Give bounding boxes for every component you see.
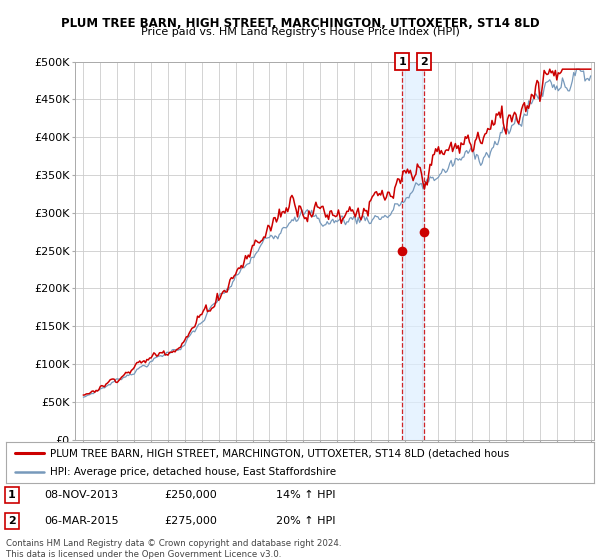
Text: Contains HM Land Registry data © Crown copyright and database right 2024.
This d: Contains HM Land Registry data © Crown c… xyxy=(6,539,341,559)
Text: Price paid vs. HM Land Registry's House Price Index (HPI): Price paid vs. HM Land Registry's House … xyxy=(140,27,460,37)
Bar xyxy=(402,62,424,440)
Text: 08-NOV-2013: 08-NOV-2013 xyxy=(44,490,118,500)
Text: £250,000: £250,000 xyxy=(165,490,218,500)
Text: 1: 1 xyxy=(8,490,16,500)
Text: HPI: Average price, detached house, East Staffordshire: HPI: Average price, detached house, East… xyxy=(50,467,336,477)
Text: 1: 1 xyxy=(398,57,406,67)
Text: 2: 2 xyxy=(421,57,428,67)
Text: 20% ↑ HPI: 20% ↑ HPI xyxy=(277,516,336,526)
Text: PLUM TREE BARN, HIGH STREET, MARCHINGTON, UTTOXETER, ST14 8LD: PLUM TREE BARN, HIGH STREET, MARCHINGTON… xyxy=(61,17,539,30)
Text: 14% ↑ HPI: 14% ↑ HPI xyxy=(277,490,336,500)
Text: £275,000: £275,000 xyxy=(165,516,218,526)
Text: 06-MAR-2015: 06-MAR-2015 xyxy=(44,516,119,526)
Text: PLUM TREE BARN, HIGH STREET, MARCHINGTON, UTTOXETER, ST14 8LD (detached hous: PLUM TREE BARN, HIGH STREET, MARCHINGTON… xyxy=(50,449,509,458)
Text: 2: 2 xyxy=(8,516,16,526)
